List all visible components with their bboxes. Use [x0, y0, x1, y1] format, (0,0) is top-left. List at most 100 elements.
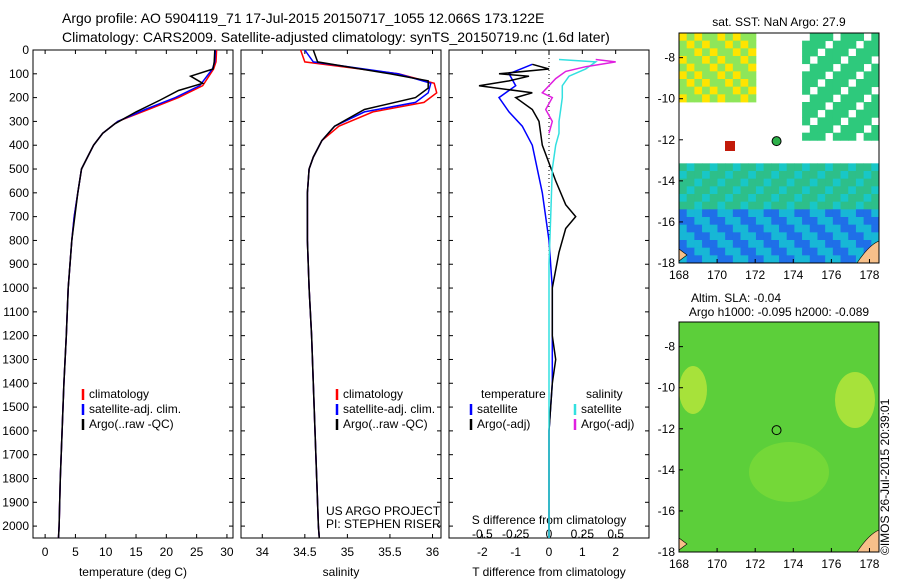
sst-pixel — [855, 224, 865, 233]
sst-pixel — [717, 63, 726, 72]
sst-pixel — [717, 163, 726, 172]
sst-pixel — [717, 255, 726, 264]
depth-tick-label: 900 — [9, 257, 29, 271]
sst-pixel — [786, 163, 795, 172]
sst-pixel — [740, 86, 749, 95]
sst-pixel — [740, 240, 749, 249]
lat-tick-label: -8 — [664, 51, 675, 65]
sst-pixel — [702, 163, 711, 172]
sst-pixel — [817, 56, 826, 65]
sla-patch — [679, 366, 707, 414]
sst-pixel — [771, 209, 780, 218]
sst-pixel — [709, 255, 718, 264]
sst-pixel — [871, 232, 880, 241]
sst-pixel — [763, 178, 772, 187]
sst-pixel — [779, 224, 788, 233]
sst-pixel — [725, 194, 734, 203]
sst-pixel — [863, 132, 872, 141]
sst-pixel — [848, 163, 857, 172]
sst-pixel — [832, 194, 841, 203]
sst-pixel — [863, 56, 872, 65]
sst-pixel — [832, 117, 841, 126]
x-tick-label: 34 — [256, 545, 270, 559]
lon-tick-label: 178 — [859, 557, 879, 571]
sst-pixel — [794, 232, 803, 241]
x-tick-label: 34.5 — [293, 545, 317, 559]
sst-pixel — [717, 86, 726, 95]
sst-pixel — [840, 217, 849, 226]
sst-pixel — [725, 71, 734, 80]
sst-pixel — [748, 63, 757, 72]
sst-pixel — [702, 178, 711, 187]
x-tick-label: 10 — [99, 545, 113, 559]
sst-pixel — [740, 194, 749, 203]
depth-tick-label: 400 — [9, 138, 29, 152]
plot-frame — [240, 49, 442, 539]
sst-pixel — [817, 194, 826, 203]
sst-pixel — [871, 125, 880, 134]
sst-pixel — [802, 102, 811, 111]
depth-tick-label: 1400 — [2, 376, 29, 390]
sst-pixel — [802, 171, 811, 180]
sst-pixel — [825, 117, 834, 126]
sst-pixel — [848, 56, 857, 65]
sst-pixel — [771, 163, 780, 172]
sst-pixel — [717, 48, 726, 57]
sst-pixel — [817, 217, 826, 226]
sst-pixel — [732, 194, 741, 203]
sst-pixel — [771, 255, 780, 264]
sst-pixel — [732, 163, 741, 172]
sst-pixel — [763, 224, 772, 233]
sst-pixel — [802, 255, 811, 264]
sst-pixel — [863, 79, 872, 88]
sst-pixel — [686, 224, 695, 233]
sst-pixel — [848, 186, 857, 195]
sst-pixel — [748, 86, 757, 95]
sst-pixel — [802, 201, 811, 210]
sst-pixel — [825, 178, 834, 187]
sst-pixel — [832, 48, 841, 57]
sst-pixel — [840, 94, 849, 103]
sst-pixel — [809, 232, 818, 241]
sst-pixel — [740, 224, 749, 233]
sst-pixel — [779, 209, 788, 218]
depth-tick-label: 200 — [9, 91, 29, 105]
sst-pixel — [817, 94, 826, 103]
sst-pixel — [755, 209, 765, 218]
sst-pixel — [709, 194, 718, 203]
sst-pixel — [871, 102, 880, 111]
sst-pixel — [748, 33, 757, 42]
sst-pixel — [825, 171, 834, 180]
sst-pixel — [771, 194, 780, 203]
sst-pixel — [802, 117, 811, 126]
sst-pixel — [786, 232, 795, 241]
sst-pixel — [855, 163, 865, 172]
sst-pixel — [855, 33, 865, 42]
depth-tick-label: 2000 — [2, 519, 29, 533]
depth-tick-label: 300 — [9, 114, 29, 128]
sst-pixel — [725, 247, 734, 256]
sst-pixel — [725, 186, 734, 195]
sst-pixel — [679, 40, 688, 49]
sst-pixel — [832, 217, 841, 226]
sst-pixel — [717, 56, 726, 65]
depth-tick-label: 1300 — [2, 352, 29, 366]
sst-pixel — [832, 240, 841, 249]
sst-pixel — [709, 79, 718, 88]
sst-pixel — [679, 232, 688, 241]
sst-pixel — [694, 171, 703, 180]
x-tick-label: 20 — [160, 545, 174, 559]
sst-pixel — [732, 171, 741, 180]
sst-pixel — [763, 247, 772, 256]
depth-tick-label: 100 — [9, 67, 29, 81]
sst-pixel — [679, 63, 688, 72]
sst-pixel — [725, 209, 734, 218]
sst-pixel — [817, 232, 826, 241]
sst-pixel — [809, 102, 818, 111]
sst-pixel — [848, 40, 857, 49]
sst-pixel — [771, 171, 780, 180]
sst-pixel — [855, 171, 865, 180]
depth-tick-label: 1600 — [2, 424, 29, 438]
sst-pixel — [848, 63, 857, 72]
sst-pixel — [848, 33, 857, 42]
